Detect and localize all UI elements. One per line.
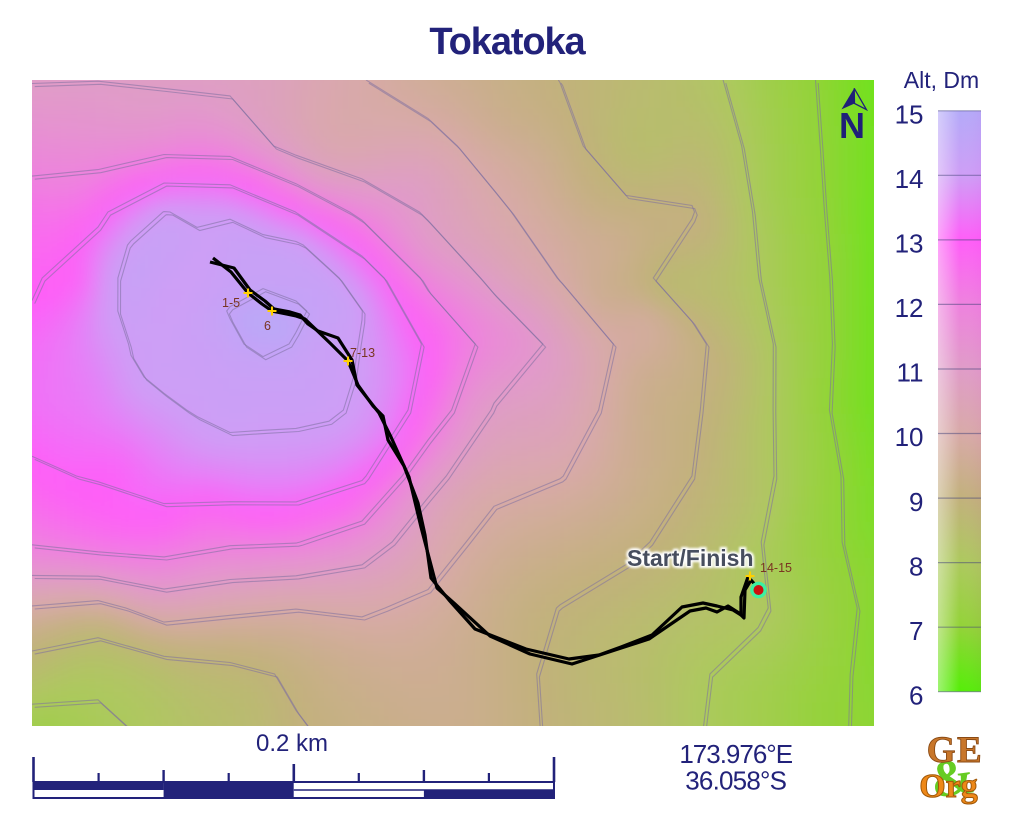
svg-text:12: 12	[895, 293, 924, 323]
svg-text:14-15: 14-15	[760, 561, 792, 575]
svg-text:8: 8	[909, 551, 923, 581]
svg-text:36.058°S: 36.058°S	[685, 766, 786, 796]
svg-text:14: 14	[895, 164, 924, 194]
svg-text:&: &	[927, 747, 978, 809]
svg-text:9: 9	[909, 487, 923, 517]
svg-text:173.976°E: 173.976°E	[679, 739, 792, 769]
svg-text:15: 15	[895, 100, 924, 130]
svg-text:Org: Org	[919, 768, 978, 805]
svg-text:6: 6	[264, 319, 271, 333]
svg-text:13: 13	[895, 229, 924, 259]
svg-text:6: 6	[909, 680, 923, 710]
svg-text:11: 11	[897, 358, 924, 388]
svg-text:GE: GE	[927, 730, 983, 771]
svg-text:7-13: 7-13	[350, 346, 375, 360]
svg-text:Start/Finish: Start/Finish	[627, 545, 754, 571]
svg-text:10: 10	[895, 422, 924, 452]
svg-text:Tokatoka: Tokatoka	[429, 21, 586, 63]
svg-text:N: N	[839, 105, 865, 146]
svg-text:Alt, Dm: Alt, Dm	[904, 67, 979, 93]
svg-text:0.2 km: 0.2 km	[256, 730, 328, 757]
svg-text:Start/Finish: Start/Finish	[627, 545, 754, 571]
svg-text:1-5: 1-5	[222, 296, 240, 310]
svg-text:7: 7	[909, 616, 923, 646]
